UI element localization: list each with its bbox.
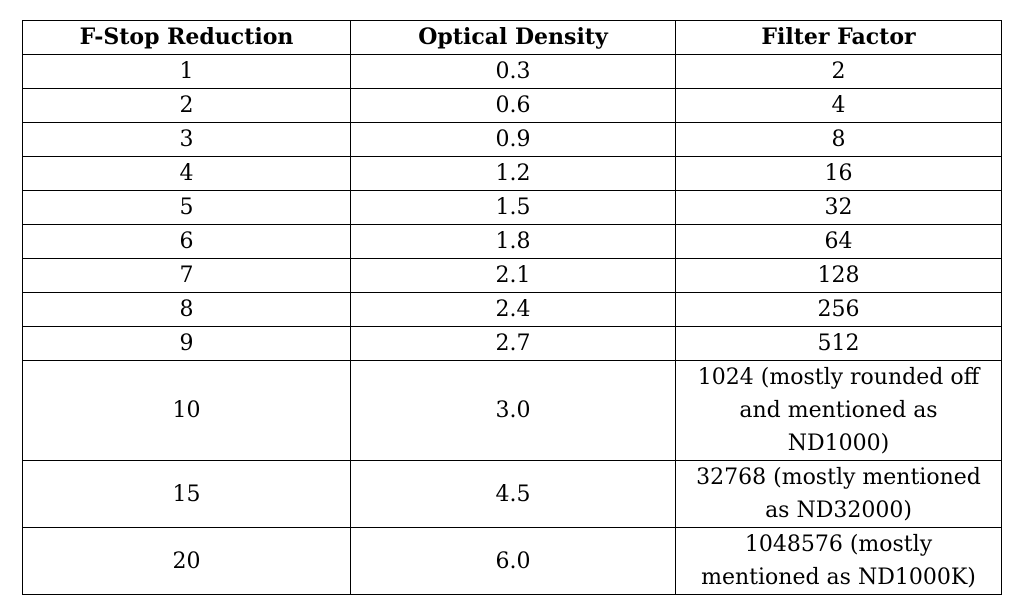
table-cell: 10 (22, 360, 351, 461)
table-cell: 7 (22, 258, 351, 293)
table-row: 8 2.4 256 (22, 292, 1002, 327)
table-cell: 15 (22, 460, 351, 528)
table-cell: 0.6 (350, 88, 676, 123)
table-row: 6 1.8 64 (22, 224, 1002, 259)
table-cell: 9 (22, 326, 351, 361)
table-cell: 6.0 (350, 527, 676, 595)
table-cell: 256 (675, 292, 1002, 327)
table-cell: 5 (22, 190, 351, 225)
table-cell: 0.3 (350, 54, 676, 89)
header-cell: F-Stop Reduction (22, 20, 351, 55)
table-cell: 16 (675, 156, 1002, 191)
table-cell: 1.8 (350, 224, 676, 259)
table-row: 1 0.3 2 (22, 54, 1002, 89)
header-row: F-Stop Reduction Optical Density Filter Fa… (22, 20, 1002, 55)
table-cell: 3.0 (350, 360, 676, 461)
table-cell: 1024 (mostly rounded off and mentioned a… (675, 360, 1002, 461)
table-cell: 32 (675, 190, 1002, 225)
table-cell: 4 (22, 156, 351, 191)
table-row: 9 2.7 512 (22, 326, 1002, 361)
table-cell: 2 (675, 54, 1002, 89)
table-cell: 4 (675, 88, 1002, 123)
table-cell: 512 (675, 326, 1002, 361)
table-cell: 8 (22, 292, 351, 327)
table-cell: 3 (22, 122, 351, 157)
table-row: 7 2.1 128 (22, 258, 1002, 293)
table-row: 3 0.9 8 (22, 122, 1002, 157)
table-cell: 8 (675, 122, 1002, 157)
table-cell: 2.1 (350, 258, 676, 293)
table-cell: 20 (22, 527, 351, 595)
table-cell: 2.4 (350, 292, 676, 327)
table-cell: 32768 (mostly mentioned as ND32000) (675, 460, 1002, 528)
nd-filter-table: F-Stop Reduction Optical Density Filter Fa… (22, 20, 1002, 595)
table-cell: 2 (22, 88, 351, 123)
table-cell: 128 (675, 258, 1002, 293)
table-cell: 1 (22, 54, 351, 89)
header-cell: Filter Factor (675, 20, 1002, 55)
table-cell: 1048576 (mostly mentioned as ND1000K) (675, 527, 1002, 595)
table-cell: 0.9 (350, 122, 676, 157)
table-cell: 1.5 (350, 190, 676, 225)
table-row: 4 1.2 16 (22, 156, 1002, 191)
table-row: 10 3.0 1024 (mostly rounded off and mentio… (22, 360, 1002, 461)
table-row: 15 4.5 32768 (mostly mentioned as ND32000) (22, 460, 1002, 528)
table-cell: 1.2 (350, 156, 676, 191)
table-cell: 6 (22, 224, 351, 259)
table-cell: 2.7 (350, 326, 676, 361)
table-cell: 64 (675, 224, 1002, 259)
table-row: 2 0.6 4 (22, 88, 1002, 123)
table-row: 20 6.0 1048576 (mostly mentioned as ND1000… (22, 527, 1002, 595)
table-row: 5 1.5 32 (22, 190, 1002, 225)
header-cell: Optical Density (350, 20, 676, 55)
table-cell: 4.5 (350, 460, 676, 528)
